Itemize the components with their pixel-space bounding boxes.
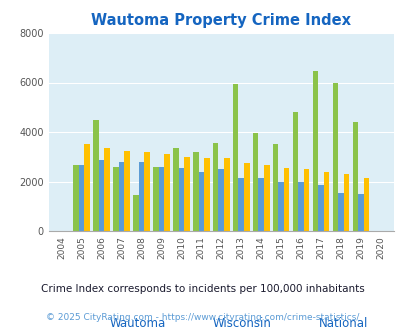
Bar (93, 120, 98, 231)
Bar (212, 143, 218, 231)
Bar (192, 152, 198, 231)
Bar (323, 172, 328, 231)
Bar (178, 168, 184, 231)
Bar (153, 167, 158, 231)
Bar (104, 148, 110, 231)
Bar (158, 167, 164, 231)
Bar (343, 174, 348, 231)
Bar (318, 185, 323, 231)
Bar (224, 158, 229, 231)
Bar (238, 178, 243, 231)
Bar (352, 122, 357, 231)
Bar (357, 194, 363, 231)
Bar (232, 84, 238, 231)
Bar (84, 145, 90, 231)
Legend: Wautoma, Wisconsin, National: Wautoma, Wisconsin, National (69, 312, 372, 330)
Bar (337, 193, 343, 231)
Bar (303, 169, 309, 231)
Bar (173, 148, 178, 231)
Bar (298, 182, 303, 231)
Bar (218, 169, 224, 231)
Bar (184, 157, 189, 231)
Bar (243, 163, 249, 231)
Bar (73, 165, 79, 231)
Bar (252, 133, 258, 231)
Bar (283, 168, 289, 231)
Text: © 2025 CityRating.com - https://www.cityrating.com/crime-statistics/: © 2025 CityRating.com - https://www.city… (46, 313, 359, 322)
Bar (118, 162, 124, 231)
Title: Wautoma Property Crime Index: Wautoma Property Crime Index (91, 13, 350, 28)
Bar (198, 172, 204, 231)
Bar (263, 165, 269, 231)
Bar (139, 162, 144, 231)
Bar (164, 154, 169, 231)
Bar (292, 112, 298, 231)
Bar (79, 165, 84, 231)
Bar (272, 145, 278, 231)
Bar (113, 167, 118, 231)
Text: Crime Index corresponds to incidents per 100,000 inhabitants: Crime Index corresponds to incidents per… (41, 284, 364, 294)
Bar (204, 158, 209, 231)
Bar (258, 178, 263, 231)
Bar (144, 152, 149, 231)
Bar (332, 82, 337, 231)
Bar (363, 178, 369, 231)
Bar (133, 195, 139, 231)
Bar (312, 71, 318, 231)
Bar (124, 150, 130, 231)
Bar (98, 160, 104, 231)
Bar (278, 182, 283, 231)
